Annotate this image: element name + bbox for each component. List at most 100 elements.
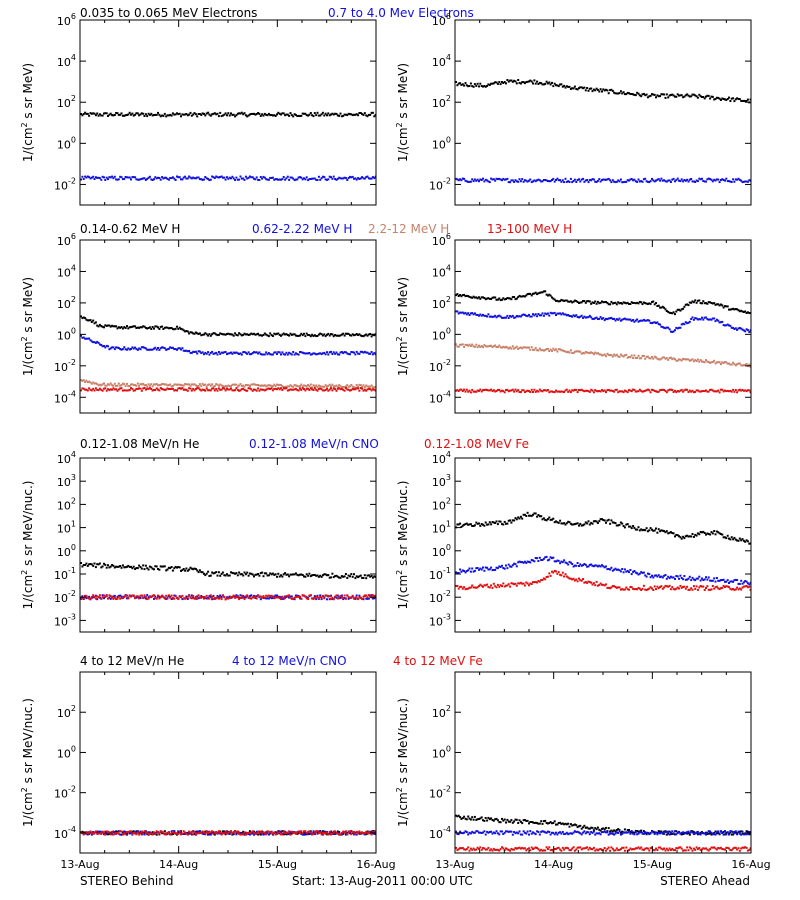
data-point — [506, 388, 509, 391]
data-point — [189, 596, 192, 599]
data-point — [213, 384, 216, 387]
data-point — [139, 830, 142, 833]
data-point — [190, 597, 193, 600]
data-point — [632, 93, 635, 96]
data-point — [234, 596, 237, 599]
data-point — [544, 179, 547, 181]
data-point — [703, 390, 706, 393]
data-point — [171, 112, 174, 115]
data-point — [625, 93, 628, 96]
data-point — [526, 315, 529, 318]
y-tick-label: 10-2 — [54, 589, 76, 605]
data-point — [246, 333, 249, 336]
data-point — [101, 325, 104, 328]
data-point — [555, 348, 557, 351]
data-point — [324, 353, 327, 356]
data-point — [538, 314, 541, 317]
data-point — [571, 301, 574, 304]
data-point — [576, 522, 579, 525]
data-point — [103, 831, 105, 834]
data-point — [277, 351, 280, 354]
data-point — [311, 177, 314, 180]
data-point — [254, 333, 257, 336]
data-point — [284, 572, 287, 575]
data-point — [132, 176, 135, 179]
data-point — [607, 177, 610, 180]
data-point — [308, 833, 311, 835]
data-point — [478, 180, 480, 183]
data-point — [546, 347, 549, 350]
data-point — [744, 389, 747, 392]
data-point — [228, 597, 231, 599]
data-point — [232, 831, 235, 833]
data-point — [652, 589, 655, 591]
data-point — [625, 390, 628, 393]
data-point — [494, 81, 497, 84]
data-point — [92, 319, 95, 322]
data-point — [499, 299, 502, 302]
data-point — [359, 177, 362, 180]
data-point — [209, 389, 212, 392]
data-point — [729, 100, 732, 102]
data-point — [692, 585, 695, 588]
data-point — [88, 337, 91, 340]
data-point — [688, 301, 691, 304]
data-point — [695, 301, 698, 304]
data-point — [503, 81, 506, 83]
data-point — [707, 390, 710, 393]
data-point — [139, 832, 142, 835]
data-point — [633, 178, 636, 181]
data-point — [177, 383, 180, 386]
data-point — [561, 390, 564, 393]
data-point — [557, 571, 560, 574]
data-point — [676, 93, 679, 96]
data-point — [588, 87, 591, 90]
data-point — [467, 180, 470, 183]
data-point — [696, 299, 699, 302]
data-point — [692, 360, 695, 363]
data-point — [294, 572, 297, 575]
data-point — [162, 328, 165, 330]
data-point — [134, 832, 137, 835]
data-point — [523, 295, 526, 298]
data-point — [367, 177, 370, 180]
data-point — [511, 345, 514, 348]
data-point — [541, 559, 544, 561]
data-point — [567, 576, 570, 579]
data-point — [510, 389, 513, 392]
data-point — [642, 528, 645, 531]
data-point — [642, 178, 645, 181]
data-point — [646, 319, 649, 322]
data-point — [332, 598, 335, 601]
data-point — [564, 86, 567, 89]
data-point — [127, 327, 130, 330]
data-point — [509, 79, 512, 82]
data-point — [514, 316, 517, 319]
data-point — [150, 595, 153, 598]
data-point — [142, 346, 145, 349]
data-point — [556, 559, 559, 562]
data-point — [250, 113, 253, 115]
data-point — [601, 583, 603, 586]
data-point — [170, 594, 173, 597]
data-point — [563, 391, 566, 394]
y-tick-label: 100 — [432, 326, 451, 342]
data-point — [623, 588, 626, 591]
data-point — [363, 334, 366, 337]
data-point — [297, 334, 300, 337]
data-point — [340, 386, 343, 389]
data-point — [220, 598, 223, 601]
data-point — [498, 389, 501, 391]
data-point — [136, 388, 139, 390]
data-point — [226, 114, 228, 117]
data-point — [201, 571, 204, 574]
data-point — [246, 384, 249, 387]
data-point — [90, 563, 93, 566]
data-point — [107, 564, 109, 567]
data-point — [209, 351, 212, 354]
data-point — [721, 97, 724, 100]
data-point — [561, 561, 564, 564]
data-point — [321, 831, 324, 834]
data-point — [150, 178, 153, 181]
data-point — [625, 586, 628, 589]
